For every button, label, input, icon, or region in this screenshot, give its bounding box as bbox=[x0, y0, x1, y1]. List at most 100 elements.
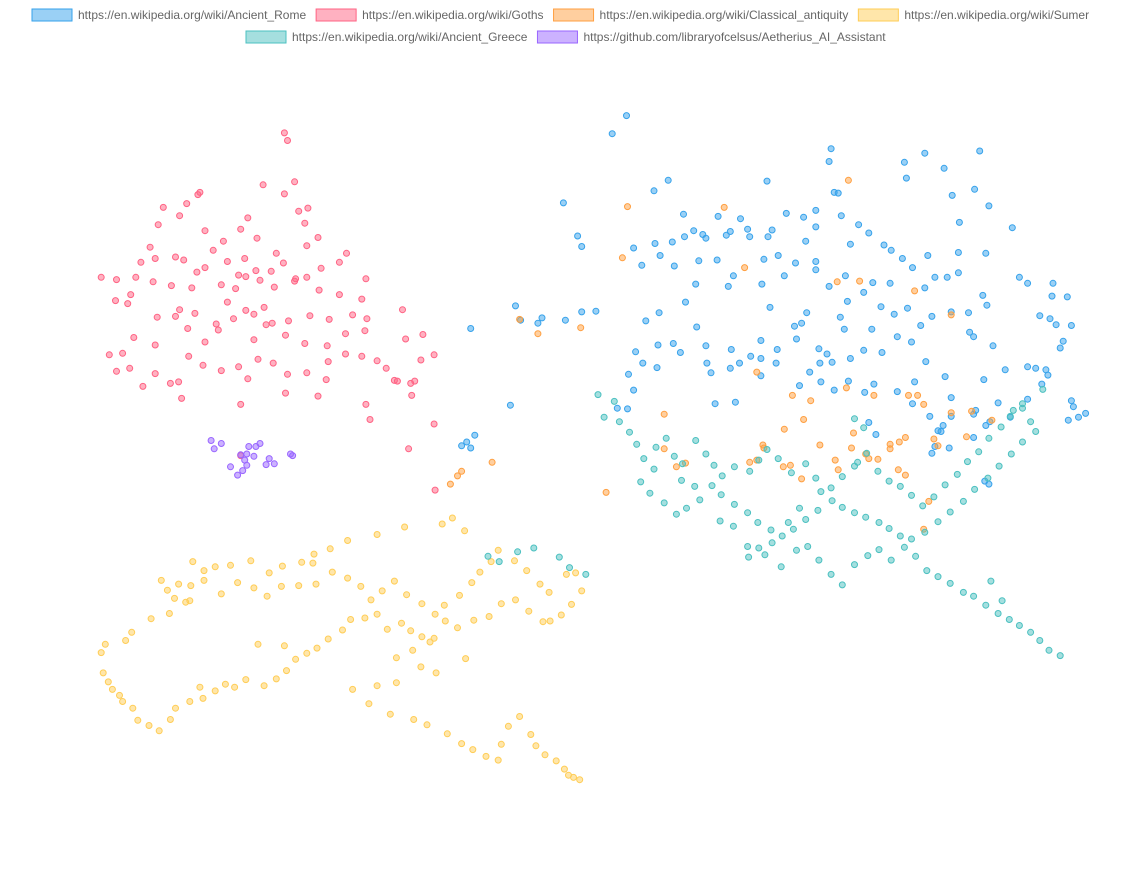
data-point[interactable] bbox=[664, 176, 672, 184]
data-point[interactable] bbox=[235, 363, 243, 371]
data-point[interactable] bbox=[816, 359, 824, 367]
data-point[interactable] bbox=[209, 246, 217, 254]
data-point[interactable] bbox=[151, 341, 159, 349]
data-point[interactable] bbox=[344, 537, 352, 544]
data-point[interactable] bbox=[217, 440, 225, 447]
data-point[interactable] bbox=[568, 600, 575, 608]
data-point[interactable] bbox=[650, 465, 658, 473]
data-point[interactable] bbox=[924, 252, 932, 259]
data-point[interactable] bbox=[670, 262, 678, 270]
data-point[interactable] bbox=[282, 331, 289, 339]
data-point[interactable] bbox=[259, 181, 267, 189]
data-point[interactable] bbox=[778, 532, 786, 540]
data-point[interactable] bbox=[418, 633, 426, 641]
data-point[interactable] bbox=[947, 409, 955, 417]
data-point[interactable] bbox=[511, 557, 518, 565]
data-point[interactable] bbox=[640, 455, 648, 463]
data-point[interactable] bbox=[780, 272, 788, 280]
data-point[interactable] bbox=[963, 433, 970, 441]
data-point[interactable] bbox=[267, 267, 275, 275]
data-point[interactable] bbox=[768, 539, 776, 547]
data-point[interactable] bbox=[495, 558, 503, 566]
data-point[interactable] bbox=[129, 704, 137, 712]
data-point[interactable] bbox=[504, 722, 512, 730]
data-point[interactable] bbox=[761, 551, 769, 559]
data-point[interactable] bbox=[782, 209, 790, 217]
data-point[interactable] bbox=[159, 203, 167, 211]
data-point[interactable] bbox=[656, 252, 664, 259]
data-point[interactable] bbox=[970, 592, 978, 600]
data-point[interactable] bbox=[786, 461, 794, 469]
data-point[interactable] bbox=[313, 644, 321, 652]
data-point[interactable] bbox=[185, 352, 193, 360]
data-point[interactable] bbox=[323, 342, 331, 350]
data-point[interactable] bbox=[172, 312, 179, 320]
data-point[interactable] bbox=[802, 237, 810, 245]
data-point[interactable] bbox=[485, 613, 493, 620]
data-point[interactable] bbox=[295, 207, 303, 215]
data-point[interactable] bbox=[630, 386, 638, 394]
data-point[interactable] bbox=[534, 330, 542, 338]
data-point[interactable] bbox=[746, 458, 754, 466]
data-point[interactable] bbox=[796, 504, 803, 512]
data-point[interactable] bbox=[523, 567, 531, 575]
data-point[interactable] bbox=[119, 698, 127, 705]
data-point[interactable] bbox=[901, 434, 909, 441]
data-point[interactable] bbox=[681, 233, 688, 241]
data-point[interactable] bbox=[458, 467, 466, 475]
data-point[interactable] bbox=[362, 400, 370, 408]
data-point[interactable] bbox=[552, 757, 560, 765]
data-point[interactable] bbox=[295, 582, 303, 590]
data-point[interactable] bbox=[235, 271, 243, 279]
data-point[interactable] bbox=[441, 617, 449, 625]
data-point[interactable] bbox=[342, 350, 349, 358]
data-point[interactable] bbox=[239, 467, 247, 475]
data-point[interactable] bbox=[237, 225, 245, 233]
data-point[interactable] bbox=[642, 317, 650, 325]
data-point[interactable] bbox=[912, 552, 920, 560]
data-point[interactable] bbox=[744, 543, 752, 550]
data-point[interactable] bbox=[470, 616, 478, 624]
data-point[interactable] bbox=[898, 255, 906, 262]
data-point[interactable] bbox=[176, 306, 184, 314]
data-point[interactable] bbox=[708, 482, 716, 490]
data-point[interactable] bbox=[373, 610, 381, 618]
data-point[interactable] bbox=[831, 456, 839, 464]
data-point[interactable] bbox=[303, 649, 311, 657]
data-point[interactable] bbox=[836, 313, 844, 321]
data-point[interactable] bbox=[773, 346, 781, 353]
data-point[interactable] bbox=[934, 518, 942, 526]
data-point[interactable] bbox=[270, 460, 278, 468]
data-point[interactable] bbox=[448, 514, 456, 522]
data-point[interactable] bbox=[163, 586, 171, 594]
data-point[interactable] bbox=[1067, 397, 1075, 405]
data-point[interactable] bbox=[828, 358, 836, 366]
data-point[interactable] bbox=[149, 278, 157, 286]
data-point[interactable] bbox=[272, 675, 280, 683]
data-point[interactable] bbox=[227, 463, 234, 471]
data-point[interactable] bbox=[874, 455, 882, 463]
data-point[interactable] bbox=[417, 663, 425, 671]
data-point[interactable] bbox=[488, 458, 496, 466]
data-point[interactable] bbox=[223, 298, 231, 306]
data-point[interactable] bbox=[325, 315, 333, 323]
data-point[interactable] bbox=[298, 558, 306, 566]
data-point[interactable] bbox=[763, 177, 771, 185]
legend-item[interactable]: https://en.wikipedia.org/wiki/Ancient_Ro… bbox=[31, 8, 306, 22]
data-point[interactable] bbox=[779, 463, 787, 471]
data-point[interactable] bbox=[494, 546, 502, 554]
data-point[interactable] bbox=[997, 423, 1005, 431]
data-point[interactable] bbox=[909, 264, 916, 272]
data-point[interactable] bbox=[904, 304, 911, 312]
data-point[interactable] bbox=[699, 231, 707, 238]
data-point[interactable] bbox=[741, 264, 749, 272]
data-point[interactable] bbox=[959, 497, 967, 505]
data-point[interactable] bbox=[842, 384, 850, 392]
data-point[interactable] bbox=[1059, 337, 1067, 345]
data-point[interactable] bbox=[877, 303, 885, 311]
data-point[interactable] bbox=[613, 404, 621, 412]
data-point[interactable] bbox=[419, 331, 427, 338]
data-point[interactable] bbox=[931, 273, 939, 281]
data-point[interactable] bbox=[132, 273, 140, 281]
data-point[interactable] bbox=[147, 615, 155, 623]
